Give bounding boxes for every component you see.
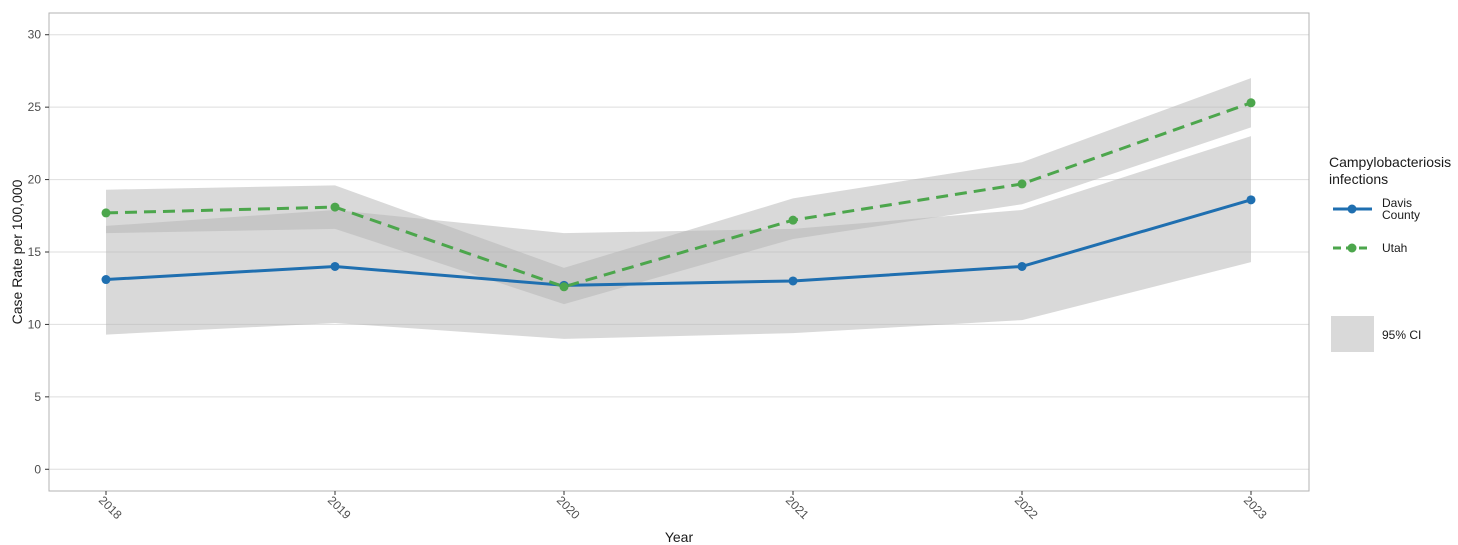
data-point-series-2-2019 [330, 202, 340, 212]
x-tick-label-2020: 2020 [554, 493, 583, 522]
legend-title: Campylobacteriosis infections [1329, 154, 1455, 187]
series-line-2 [105, 101, 1252, 289]
data-point-series-1-2021 [788, 276, 798, 286]
legend-items: Davis County Utah [1333, 196, 1420, 255]
data-point-series-1-2022 [1017, 261, 1027, 271]
y-tick-label-20: 20 [28, 173, 42, 187]
series-lines [105, 101, 1252, 289]
data-point-series-2-2022 [1017, 179, 1027, 189]
legend-key-point-series-1 [1347, 204, 1357, 214]
data-point-series-2-2020 [559, 282, 569, 292]
x-tick-label-2023: 2023 [1241, 493, 1270, 522]
data-point-series-1-2018 [101, 275, 111, 285]
legend-ci-label: 95% CI [1382, 328, 1421, 342]
y-tick-label-15: 15 [28, 245, 42, 259]
legend-label-line: Utah [1382, 241, 1407, 255]
legend-label-series-1: Davis County [1382, 196, 1420, 222]
data-point-series-1-2019 [330, 261, 340, 271]
y-tick-label-0: 0 [34, 462, 41, 476]
legend-key-point-series-2 [1347, 243, 1357, 253]
x-tick-label-2019: 2019 [325, 493, 354, 522]
data-point-series-2-2023 [1246, 98, 1256, 108]
x-tick-label-2022: 2022 [1012, 493, 1041, 522]
legend-ci-key [1331, 316, 1374, 352]
legend: Campylobacteriosis infections Davis Count… [1329, 154, 1455, 352]
y-tick-label-10: 10 [28, 317, 42, 331]
y-tick-label-25: 25 [28, 100, 42, 114]
series-points [101, 98, 1256, 292]
x-axis-ticks: 2018 2019 2020 2021 2022 2023 [96, 491, 1270, 522]
y-tick-label-30: 30 [28, 28, 42, 42]
ci-ribbon-series-2 [106, 78, 1251, 305]
y-tick-label-5: 5 [34, 390, 41, 404]
legend-title-line-2: infections [1329, 171, 1388, 187]
series-line-1 [105, 198, 1252, 287]
confidence-ribbons [106, 78, 1251, 339]
x-tick-label-2021: 2021 [783, 493, 812, 522]
legend-label-series-2: Utah [1382, 241, 1407, 255]
data-point-series-1-2023 [1246, 195, 1256, 205]
x-tick-label-2018: 2018 [96, 493, 125, 522]
data-point-series-2-2018 [101, 208, 111, 218]
legend-label-line: Davis [1382, 196, 1412, 210]
data-point-series-2-2021 [788, 215, 798, 225]
legend-title-line-1: Campylobacteriosis [1329, 154, 1451, 170]
y-axis-title: Case Rate per 100,000 [9, 179, 25, 324]
x-axis-title: Year [665, 529, 694, 545]
legend-label-line: County [1382, 208, 1420, 222]
y-axis-ticks: 0 5 10 15 20 25 30 [28, 28, 49, 476]
